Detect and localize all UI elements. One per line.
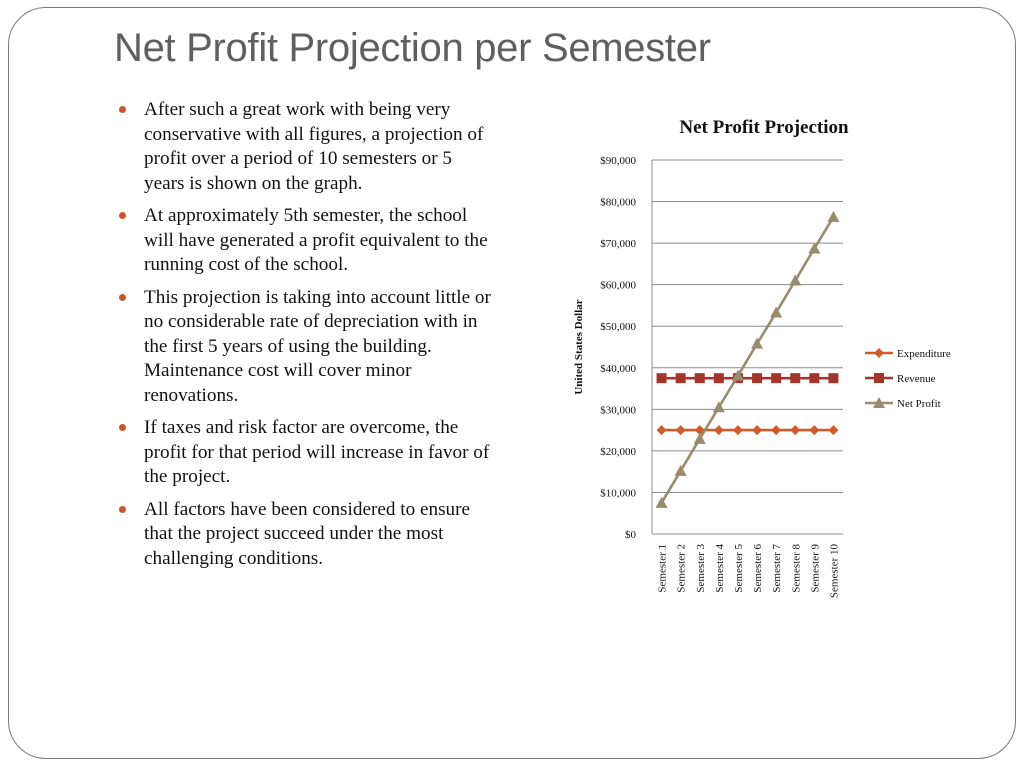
revenue-point bbox=[656, 373, 667, 384]
grid bbox=[651, 159, 843, 535]
y-tick-label: $10,000 bbox=[600, 487, 636, 499]
bullet-item: After such a great work with being very … bbox=[117, 98, 497, 196]
expenditure-point bbox=[675, 425, 686, 436]
net-profit-point bbox=[655, 496, 668, 508]
revenue-point bbox=[809, 373, 820, 384]
net-profit-point bbox=[712, 401, 725, 413]
bullet-item: If taxes and risk factor are overcome, t… bbox=[117, 416, 497, 490]
y-tick-label: $40,000 bbox=[600, 363, 636, 375]
bullet-dot-icon bbox=[119, 293, 126, 301]
net-profit-point bbox=[674, 464, 687, 476]
y-tick-label: $0 bbox=[625, 529, 637, 541]
net-profit-line bbox=[660, 216, 835, 504]
bullet-text: At approximately 5th semester, the schoo… bbox=[144, 205, 488, 275]
x-tick-label: Semester 8 bbox=[790, 544, 802, 593]
legend-marker bbox=[874, 373, 884, 383]
expenditure-point bbox=[771, 425, 782, 436]
revenue-point bbox=[713, 373, 724, 384]
bullet-text: After such a great work with being very … bbox=[144, 99, 484, 194]
revenue-point bbox=[694, 373, 705, 384]
y-tick-label: $30,000 bbox=[600, 404, 636, 416]
y-tick-label: $70,000 bbox=[600, 238, 636, 250]
net-profit-point bbox=[789, 274, 802, 286]
bullet-text: If taxes and risk factor are overcome, t… bbox=[144, 417, 490, 487]
legend-marker bbox=[874, 348, 884, 358]
revenue-point bbox=[675, 373, 686, 384]
expenditure-point bbox=[656, 425, 667, 436]
bullet-item: This projection is taking into account l… bbox=[117, 286, 497, 409]
y-tick-label: $80,000 bbox=[600, 197, 636, 209]
bullet-dot-icon bbox=[119, 424, 126, 431]
slide-frame bbox=[8, 7, 1016, 759]
net-profit-chart: Net Profit Projection United States Doll… bbox=[573, 117, 951, 599]
x-tick-label: Semester 4 bbox=[714, 544, 726, 593]
net-profit-point bbox=[808, 242, 821, 254]
y-tick-label: $90,000 bbox=[600, 155, 636, 167]
x-tick-label: Semester 1 bbox=[657, 544, 669, 593]
bullet-item: At approximately 5th semester, the schoo… bbox=[117, 204, 497, 278]
x-tick-label: Semester 7 bbox=[771, 544, 783, 593]
bullet-dot-icon bbox=[119, 106, 126, 113]
legend-label: Expenditure bbox=[897, 348, 951, 360]
series-expenditure bbox=[656, 425, 839, 436]
series-net-profit bbox=[655, 210, 840, 508]
x-tick-label: Semester 2 bbox=[676, 544, 688, 593]
bullet-text: All factors have been considered to ensu… bbox=[144, 498, 471, 569]
revenue-point bbox=[752, 373, 763, 384]
x-tick-label: Semester 10 bbox=[828, 544, 840, 599]
y-tick-labels: $0 $10,000 $20,000 $30,000 $40,000 $50,000 $60… bbox=[600, 155, 636, 541]
revenue-point bbox=[828, 373, 839, 384]
revenue-point bbox=[771, 373, 782, 384]
series-revenue bbox=[656, 373, 839, 384]
x-tick-labels: Semester 1 Semester 2 Semester 3 Semester 4… bbox=[657, 544, 841, 599]
series-lines bbox=[655, 210, 840, 508]
bullet-item: All factors have been considered to ensu… bbox=[117, 498, 497, 572]
y-tick-label: $20,000 bbox=[600, 446, 636, 458]
net-profit-point bbox=[751, 337, 764, 349]
legend-item-net-profit: Net Profit bbox=[865, 397, 941, 410]
bullet-text: This projection is taking into account l… bbox=[144, 286, 491, 406]
chart-title: Net Profit Projection bbox=[679, 117, 849, 138]
legend-marker bbox=[873, 397, 885, 408]
legend: Expenditure Revenue Net Profit bbox=[865, 348, 951, 410]
y-axis-label: United States Dollar bbox=[573, 299, 585, 394]
bullet-dot-icon bbox=[119, 212, 126, 219]
expenditure-point bbox=[790, 425, 801, 436]
y-tick-label: $50,000 bbox=[600, 321, 636, 333]
legend-label: Net Profit bbox=[897, 398, 941, 410]
legend-item-expenditure: Expenditure bbox=[865, 348, 951, 360]
net-profit-point bbox=[693, 432, 706, 444]
expenditure-point bbox=[752, 425, 763, 436]
x-tick-label: Semester 5 bbox=[733, 544, 745, 593]
bullet-dot-icon bbox=[119, 505, 126, 513]
x-tick-label: Semester 9 bbox=[809, 544, 821, 593]
net-profit-point bbox=[827, 210, 840, 222]
x-tick-label: Semester 3 bbox=[695, 544, 707, 593]
y-tick-label: $60,000 bbox=[600, 280, 636, 292]
slide-title: Net Profit Projection per Semester bbox=[114, 26, 711, 70]
expenditure-point bbox=[828, 425, 839, 436]
x-tick-label: Semester 6 bbox=[752, 544, 764, 593]
expenditure-point bbox=[732, 425, 743, 436]
net-profit-point bbox=[770, 306, 783, 318]
bullet-list: After such a great work with being very … bbox=[117, 98, 497, 579]
expenditure-point bbox=[713, 425, 724, 436]
expenditure-point bbox=[809, 425, 820, 436]
legend-label: Revenue bbox=[897, 373, 936, 385]
net-profit-point bbox=[731, 369, 744, 381]
legend-item-revenue: Revenue bbox=[865, 373, 936, 385]
revenue-point bbox=[790, 373, 801, 384]
